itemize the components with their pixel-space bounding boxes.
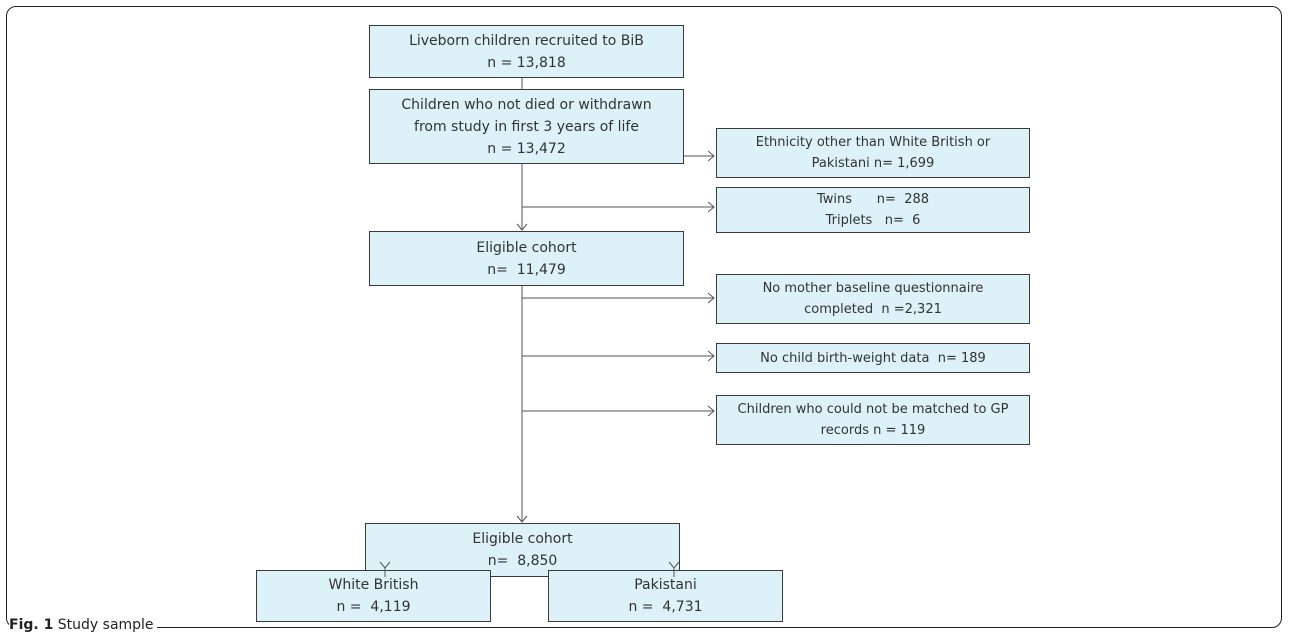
box-line: Children who could not be matched to GP (737, 402, 1009, 417)
box-line: No mother baseline questionnaire (762, 281, 984, 296)
box-line: Eligible cohort (472, 531, 573, 547)
box-eligible-cohort-2: Eligible cohort n= 8,850 (365, 523, 680, 577)
box-line: n = 13,818 (487, 54, 566, 71)
box-line: n = 13,472 (487, 140, 566, 157)
box-excluded-questionnaire: No mother baseline questionnaire complet… (716, 274, 1030, 324)
box-line: records n = 119 (820, 423, 926, 438)
arrowhead (707, 201, 715, 213)
arrowhead (707, 350, 715, 362)
caption-text: Study sample (53, 617, 154, 633)
box-line: n= 11,479 (487, 261, 566, 278)
box-line: n = 4,731 (628, 599, 703, 615)
box-line: from study in first 3 years of life (414, 118, 639, 135)
box-line: n = 4,119 (336, 599, 411, 615)
box-line: No child birth-weight data n= 189 (760, 350, 986, 366)
arrowhead (707, 292, 715, 304)
box-not-died: Children who not died or withdrawn from … (369, 89, 684, 164)
box-line: Twins n= 288 (816, 192, 930, 207)
box-white-british: White British n = 4,119 (256, 570, 491, 622)
box-pakistani: Pakistani n = 4,731 (548, 570, 783, 622)
box-excluded-birthweight: No child birth-weight data n= 189 (716, 343, 1030, 373)
box-excluded-twins: Twins n= 288 Triplets n= 6 (716, 187, 1030, 233)
box-line: Triplets n= 6 (825, 213, 921, 228)
figure-frame (6, 6, 1282, 628)
arrowhead (707, 405, 715, 417)
arrowhead (516, 515, 528, 523)
box-recruited: Liveborn children recruited to BiB n = 1… (369, 25, 684, 78)
box-line: Pakistani n= 1,699 (811, 156, 935, 171)
box-line: Pakistani (634, 577, 697, 593)
arrowhead (379, 561, 391, 569)
box-excluded-ethnicity: Ethnicity other than White British or Pa… (716, 128, 1030, 178)
box-line: Ethnicity other than White British or (755, 135, 991, 150)
box-eligible-cohort-1: Eligible cohort n= 11,479 (369, 231, 684, 286)
arrowhead (668, 561, 680, 569)
box-line: Eligible cohort (476, 239, 577, 256)
arrowhead (707, 150, 715, 162)
caption-label: Fig. 1 (9, 617, 54, 633)
box-excluded-gp-records: Children who could not be matched to GP … (716, 395, 1030, 445)
box-line: White British (328, 577, 419, 593)
box-line: completed n =2,321 (804, 302, 942, 317)
figure-caption: Fig. 1 Study sample (9, 615, 157, 635)
box-line: n= 8,850 (487, 553, 558, 569)
arrowhead (516, 223, 528, 231)
box-line: Liveborn children recruited to BiB (409, 32, 644, 49)
box-line: Children who not died or withdrawn (401, 96, 652, 113)
